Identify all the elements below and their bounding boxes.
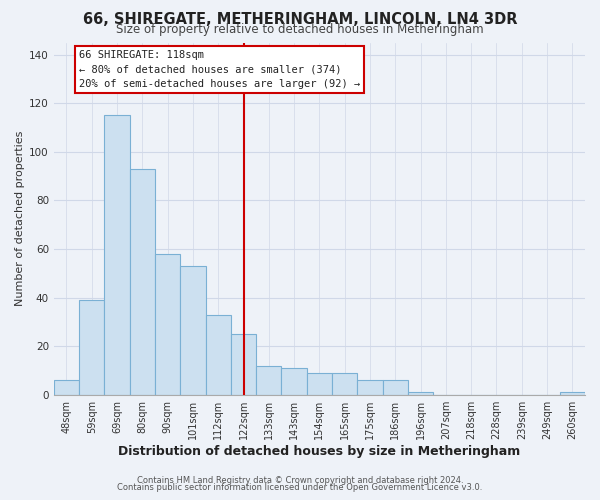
Bar [180,266,206,394]
Text: 66 SHIREGATE: 118sqm
← 80% of detached houses are smaller (374)
20% of semi-deta: 66 SHIREGATE: 118sqm ← 80% of detached h… [79,50,361,88]
Bar [155,254,180,394]
Bar [130,169,155,394]
Bar [79,300,104,394]
Text: Contains public sector information licensed under the Open Government Licence v3: Contains public sector information licen… [118,484,482,492]
Bar [281,368,307,394]
Bar [332,373,358,394]
Text: Contains HM Land Registry data © Crown copyright and database right 2024.: Contains HM Land Registry data © Crown c… [137,476,463,485]
Bar [307,373,332,394]
Bar [383,380,408,394]
Bar [104,116,130,394]
Text: Size of property relative to detached houses in Metheringham: Size of property relative to detached ho… [116,22,484,36]
X-axis label: Distribution of detached houses by size in Metheringham: Distribution of detached houses by size … [118,444,521,458]
Bar [231,334,256,394]
Bar [358,380,383,394]
Bar [408,392,433,394]
Bar [560,392,585,394]
Text: 66, SHIREGATE, METHERINGHAM, LINCOLN, LN4 3DR: 66, SHIREGATE, METHERINGHAM, LINCOLN, LN… [83,12,517,28]
Y-axis label: Number of detached properties: Number of detached properties [15,131,25,306]
Bar [206,314,231,394]
Bar [256,366,281,394]
Bar [54,380,79,394]
